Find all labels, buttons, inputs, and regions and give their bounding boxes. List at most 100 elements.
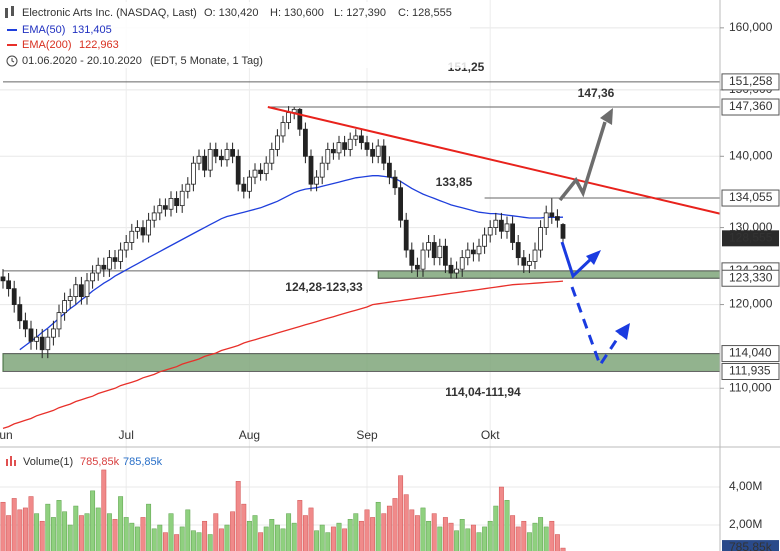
candle-body (482, 234, 488, 247)
candle-body (342, 142, 348, 150)
gray-arrow (558, 121, 607, 202)
candle-body (218, 155, 224, 161)
candle-body (448, 264, 454, 274)
candle-body (498, 219, 504, 232)
candle-body (375, 145, 381, 157)
volume-bar (454, 530, 460, 551)
legend-icon (11, 6, 14, 16)
volume-bar (168, 513, 174, 551)
volume-bar (314, 530, 320, 551)
candle-body (123, 242, 129, 251)
candle-body (39, 336, 45, 351)
candle-body (174, 198, 180, 207)
blue-dashed-arrowhead (615, 323, 630, 340)
candle-body (179, 190, 185, 207)
volume-bar (286, 513, 292, 551)
blue-arrowhead (586, 250, 601, 265)
volume-bar (504, 500, 510, 551)
zone-label: 114,04-111,94 (445, 385, 521, 399)
volume-bar (538, 517, 544, 551)
candle-body (437, 245, 443, 259)
candle-body (392, 176, 398, 189)
candle-body (336, 142, 342, 154)
volume-bar (302, 515, 308, 551)
volume-bar (95, 507, 101, 551)
candle-body (146, 219, 152, 236)
candle-body (45, 336, 51, 351)
volume-bar (34, 513, 40, 551)
candle-body (454, 268, 460, 274)
volume-bar (465, 528, 471, 551)
candle-body (353, 135, 359, 140)
volume-bar (437, 526, 443, 551)
candle-body (308, 155, 314, 185)
candle-body (112, 257, 118, 262)
candle-body (190, 162, 196, 185)
price-tag-label: 111,935 (729, 364, 771, 378)
volume-bar (375, 501, 381, 551)
volume-bar (151, 528, 157, 551)
volume-legend-name: Volume(1) (23, 456, 73, 468)
volume-bar (45, 503, 51, 551)
volume-bar (269, 519, 275, 551)
volume-bar (73, 505, 79, 551)
volume-bar (6, 515, 12, 551)
candle-body (538, 227, 543, 251)
volume-bar (162, 532, 168, 551)
volume-bar (101, 469, 107, 551)
volume-bar (543, 526, 549, 551)
volume-bar (106, 513, 112, 551)
candle-body (202, 155, 208, 171)
volume-bar (230, 511, 236, 551)
volume-bar (414, 515, 420, 551)
candle-body (459, 257, 465, 270)
candle-body (263, 162, 269, 175)
candle-body (17, 304, 23, 322)
candle-body (414, 264, 420, 270)
volume-bar (336, 522, 342, 551)
candle-body (476, 245, 482, 255)
price-tag-label: 151,258 (729, 74, 773, 88)
candle-body (224, 149, 230, 161)
candle-body (107, 257, 112, 270)
candle-body (314, 176, 320, 185)
candle-body (6, 280, 11, 290)
ohlc-label: H: 130,600 (270, 7, 324, 19)
candle-body (56, 312, 62, 330)
volume-bar (370, 517, 376, 551)
candle-body (134, 227, 140, 232)
volume-icon (14, 460, 16, 466)
candle-body (185, 183, 191, 192)
gray-arrowhead (600, 108, 613, 125)
volume-bar (84, 513, 90, 551)
candle-body (527, 261, 532, 266)
volume-bar (56, 500, 62, 551)
volume-bar (308, 507, 314, 551)
volume-bar (342, 528, 348, 551)
volume-bar (39, 520, 45, 551)
candle-body (358, 135, 364, 144)
legend-title: Electronic Arts Inc. (NASDAQ, Last) (22, 7, 197, 19)
candle-body (347, 138, 353, 150)
volume-bar (174, 534, 180, 551)
candle-body (555, 216, 560, 221)
candle-body (168, 198, 174, 210)
volume-bar (560, 547, 566, 551)
candle-body (246, 176, 252, 192)
y-tick-label: 110,000 (729, 380, 772, 394)
volume-bar (17, 509, 23, 551)
volume-bar (448, 522, 454, 551)
volume-bar (325, 532, 331, 551)
volume-bar (498, 486, 504, 551)
legend-entry: EMA(50) (22, 24, 65, 36)
candle-body (258, 169, 264, 175)
last-price-label: 128,555 (729, 231, 773, 245)
candle-body (207, 149, 213, 171)
candle-body (162, 205, 168, 210)
x-tick-label: Jun (0, 428, 13, 442)
volume-bar (185, 509, 191, 551)
volume-bar (241, 503, 247, 551)
candle-body (196, 155, 202, 164)
